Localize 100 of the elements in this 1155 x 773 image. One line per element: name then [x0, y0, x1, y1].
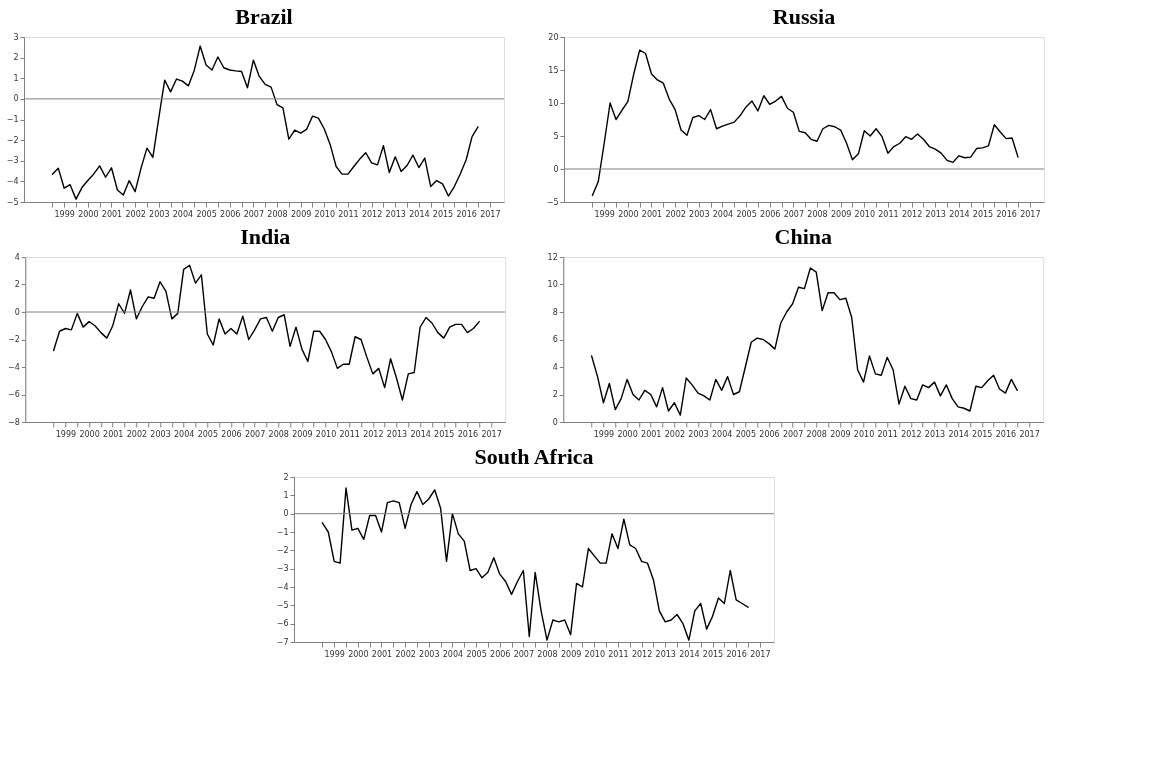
x-tick-label: 2005 — [197, 429, 218, 439]
x-tick-label: 2010 — [315, 429, 337, 439]
x-tick-label: 2013 — [386, 429, 408, 439]
y-tick-label: −1 — [276, 527, 289, 537]
chart-title: India — [240, 224, 291, 249]
x-tick-label: 2004 — [173, 429, 195, 439]
x-tick-label: 2014 — [679, 649, 700, 659]
x-tick-label: 2005 — [466, 649, 487, 659]
y-tick-label: 2 — [283, 472, 289, 482]
x-tick-label: 2002 — [125, 209, 146, 219]
y-tick-label: −6 — [276, 619, 289, 629]
x-tick-label: 2013 — [385, 209, 406, 219]
y-tick-label: 12 — [547, 252, 558, 262]
y-tick-label: 3 — [13, 32, 19, 42]
x-tick-label: 2009 — [830, 429, 851, 439]
x-tick-label: 2012 — [631, 649, 653, 659]
x-tick-label: 2014 — [949, 209, 970, 219]
x-tick-label: 2006 — [221, 429, 242, 439]
x-tick-label: 2005 — [196, 209, 217, 219]
x-tick-label: 2007 — [513, 649, 535, 659]
x-tick-label: 2000 — [617, 429, 638, 439]
chart-title: South Africa — [474, 444, 594, 469]
y-tick-label: 1 — [13, 73, 19, 83]
x-tick-label: 2016 — [995, 429, 1017, 439]
y-tick-label: 1 — [283, 490, 289, 500]
x-tick-label: 2011 — [339, 429, 360, 439]
y-tick-label: −5 — [276, 600, 289, 610]
x-tick-label: 2013 — [925, 209, 946, 219]
x-tick-label: 2001 — [641, 429, 662, 439]
x-tick-label: 2010 — [853, 429, 875, 439]
y-tick-label: 20 — [548, 32, 559, 42]
x-tick-label: 2002 — [126, 429, 148, 439]
x-tick-label: 2011 — [338, 209, 359, 219]
y-tick-label: −4 — [7, 362, 20, 372]
x-tick-label: 2017 — [1019, 429, 1040, 439]
x-tick-label: 2006 — [220, 209, 241, 219]
x-tick-label: 2000 — [79, 429, 100, 439]
y-tick-label: −4 — [276, 582, 289, 592]
x-tick-label: 2006 — [490, 649, 511, 659]
x-tick-label: 1999 — [593, 429, 615, 439]
x-tick-label: 2014 — [410, 429, 431, 439]
x-tick-label: 2001 — [101, 209, 123, 219]
y-tick-label: 5 — [553, 131, 559, 141]
y-tick-label: 4 — [14, 252, 20, 262]
x-tick-label: 2010 — [854, 209, 875, 219]
x-tick-label: 2015 — [702, 649, 724, 659]
x-tick-label: 1999 — [54, 209, 75, 219]
x-tick-label: 2010 — [314, 209, 335, 219]
x-tick-label: 2016 — [996, 209, 1017, 219]
x-tick-label: 1999 — [594, 209, 615, 219]
x-tick-label: 2003 — [689, 209, 710, 219]
y-tick-label: 15 — [548, 65, 559, 75]
x-tick-label: 2017 — [481, 429, 502, 439]
x-tick-label: 2015 — [434, 429, 455, 439]
x-tick-label: 2013 — [924, 429, 946, 439]
chart-title: Russia — [772, 4, 836, 29]
x-tick-label: 2002 — [665, 209, 686, 219]
x-tick-label: 2008 — [807, 209, 828, 219]
x-tick-label: 2014 — [948, 429, 969, 439]
x-tick-label: 2007 — [783, 209, 805, 219]
y-tick-label: −3 — [6, 156, 19, 166]
x-tick-label: 2016 — [457, 429, 479, 439]
x-tick-label: 2007 — [243, 209, 265, 219]
x-tick-label: 2013 — [655, 649, 676, 659]
x-tick-label: 2001 — [371, 649, 393, 659]
x-tick-label: 2005 — [735, 429, 756, 439]
x-tick-label: 2010 — [584, 649, 605, 659]
x-tick-label: 2011 — [877, 429, 898, 439]
x-tick-label: 2015 — [432, 209, 454, 219]
y-tick-label: 2 — [13, 53, 19, 63]
x-tick-label: 2000 — [78, 209, 99, 219]
y-tick-label: −4 — [6, 176, 19, 186]
y-tick-label: 2 — [14, 280, 20, 289]
y-tick-label: 0 — [14, 307, 20, 317]
y-tick-label: 0 — [552, 417, 558, 427]
x-tick-label: 2002 — [664, 429, 686, 439]
x-tick-label: 2015 — [972, 209, 994, 219]
x-tick-label: 2016 — [726, 649, 747, 659]
x-tick-label: 2015 — [972, 429, 993, 439]
y-tick-label: 4 — [552, 362, 558, 372]
x-tick-label: 2005 — [736, 209, 757, 219]
x-tick-label: 2007 — [782, 429, 804, 439]
x-tick-label: 2007 — [244, 429, 266, 439]
x-tick-label: 2008 — [537, 649, 558, 659]
x-tick-label: 2011 — [608, 649, 629, 659]
x-tick-label: 2014 — [409, 209, 430, 219]
x-tick-label: 2017 — [750, 649, 771, 659]
x-tick-label: 2003 — [150, 429, 171, 439]
y-tick-label: −2 — [7, 335, 20, 344]
y-tick-label: 0 — [283, 509, 289, 519]
y-tick-label: 2 — [552, 390, 558, 399]
y-tick-label: −6 — [7, 390, 20, 399]
x-tick-label: 2004 — [711, 429, 733, 439]
x-tick-label: 2000 — [348, 649, 369, 659]
x-tick-label: 2004 — [442, 649, 464, 659]
y-tick-label: 10 — [548, 98, 559, 108]
x-tick-label: 2008 — [267, 209, 288, 219]
y-tick-label: −8 — [7, 417, 20, 427]
x-tick-label: 2011 — [878, 209, 899, 219]
y-tick-label: −7 — [276, 637, 289, 647]
